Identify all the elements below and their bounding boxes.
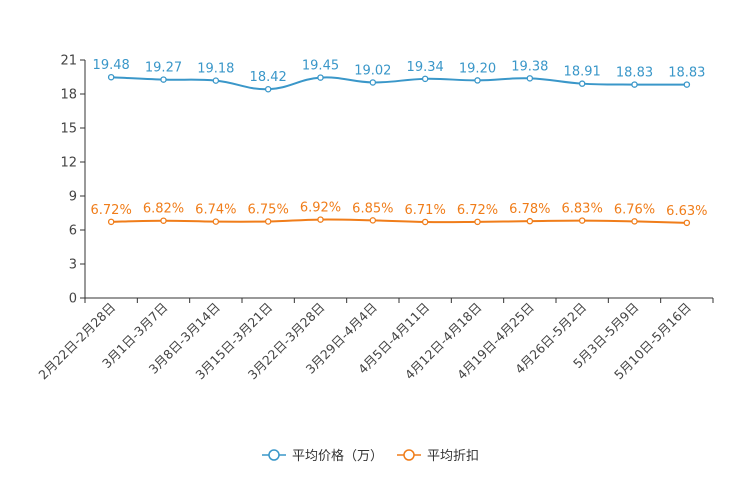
data-label: 19.20 bbox=[459, 61, 496, 76]
data-label: 6.75% bbox=[248, 203, 289, 218]
data-point[interactable] bbox=[212, 218, 220, 225]
legend-marker-icon bbox=[403, 449, 415, 461]
data-label: 6.92% bbox=[300, 201, 341, 216]
series-line bbox=[111, 218, 687, 224]
data-label: 6.76% bbox=[614, 202, 655, 217]
x-tick-label: 2月22日-2月28日 bbox=[35, 300, 118, 383]
data-label: 6.82% bbox=[143, 202, 184, 217]
y-tick-label: 15 bbox=[60, 122, 77, 137]
legend-label: 平均折扣 bbox=[427, 449, 479, 464]
data-label: 18.91 bbox=[564, 65, 601, 80]
data-label: 6.63% bbox=[666, 204, 707, 219]
data-point[interactable] bbox=[631, 218, 638, 225]
legend[interactable]: 平均价格（万） 平均折扣 bbox=[262, 448, 479, 464]
legend-marker-icon bbox=[268, 449, 280, 461]
series-layer: 19.48 19.27 19.18 18.42 19.45 19.02 19.34 19.20… bbox=[91, 58, 707, 227]
data-label: 18.83 bbox=[668, 66, 705, 81]
data-label: 19.48 bbox=[93, 58, 130, 73]
y-tick-label: 3 bbox=[69, 258, 77, 273]
data-point[interactable] bbox=[578, 217, 586, 224]
legend-item-avg-discount[interactable]: 平均折扣 bbox=[397, 449, 479, 464]
y-tick-label: 21 bbox=[60, 54, 77, 69]
data-label: 6.78% bbox=[509, 202, 550, 217]
legend-item-avg-price[interactable]: 平均价格（万） bbox=[262, 448, 383, 464]
data-point[interactable] bbox=[369, 79, 377, 86]
data-label: 6.74% bbox=[195, 203, 236, 218]
data-label: 6.83% bbox=[562, 202, 603, 217]
x-axis: 2月22日-2月28日3月1日-3月7日3月8日-3月14日3月15日-3月21… bbox=[35, 297, 714, 383]
data-label: 19.02 bbox=[354, 63, 391, 78]
series-avg-price: 19.48 19.27 19.18 18.42 19.45 19.02 19.34 19.20… bbox=[93, 58, 705, 93]
data-point[interactable] bbox=[107, 218, 115, 226]
data-label: 19.27 bbox=[145, 61, 182, 76]
data-label: 19.38 bbox=[511, 59, 548, 74]
data-point[interactable] bbox=[160, 76, 167, 83]
data-label: 18.42 bbox=[250, 70, 287, 85]
data-label: 19.18 bbox=[197, 62, 234, 77]
y-tick-label: 12 bbox=[60, 156, 77, 171]
y-tick-label: 6 bbox=[69, 224, 77, 239]
data-point[interactable] bbox=[107, 73, 115, 81]
data-point[interactable] bbox=[212, 77, 220, 84]
data-point[interactable] bbox=[264, 85, 272, 93]
data-point[interactable] bbox=[317, 74, 324, 81]
data-point[interactable] bbox=[526, 75, 534, 82]
data-point[interactable] bbox=[421, 218, 429, 226]
data-label: 6.72% bbox=[457, 203, 498, 218]
y-tick-label: 18 bbox=[60, 88, 77, 103]
data-label: 6.85% bbox=[352, 201, 393, 216]
data-point[interactable] bbox=[631, 81, 638, 88]
data-label: 6.71% bbox=[405, 203, 446, 218]
legend-label: 平均价格（万） bbox=[292, 448, 383, 464]
data-label: 6.72% bbox=[91, 203, 132, 218]
y-tick-label: 9 bbox=[69, 190, 77, 205]
data-point[interactable] bbox=[526, 217, 534, 225]
data-point[interactable] bbox=[421, 75, 429, 83]
y-axis: 0 3 6 9 12 15 18 21 bbox=[60, 54, 86, 307]
series-line bbox=[111, 76, 687, 91]
data-label: 19.45 bbox=[302, 59, 339, 74]
data-label: 18.83 bbox=[616, 66, 653, 81]
data-point[interactable] bbox=[317, 216, 324, 223]
data-point[interactable] bbox=[683, 219, 691, 227]
data-point[interactable] bbox=[578, 80, 586, 87]
series-avg-discount: 6.72% 6.82% 6.74% 6.75% 6.92% 6.85% 6.71% 6.72%… bbox=[91, 201, 707, 227]
data-point[interactable] bbox=[474, 77, 481, 84]
y-tick-label: 0 bbox=[69, 292, 77, 307]
data-label: 19.34 bbox=[407, 60, 444, 75]
data-point[interactable] bbox=[369, 217, 377, 224]
data-point[interactable] bbox=[683, 81, 691, 88]
data-point[interactable] bbox=[474, 218, 481, 226]
data-point[interactable] bbox=[160, 217, 167, 224]
data-point[interactable] bbox=[264, 218, 272, 225]
